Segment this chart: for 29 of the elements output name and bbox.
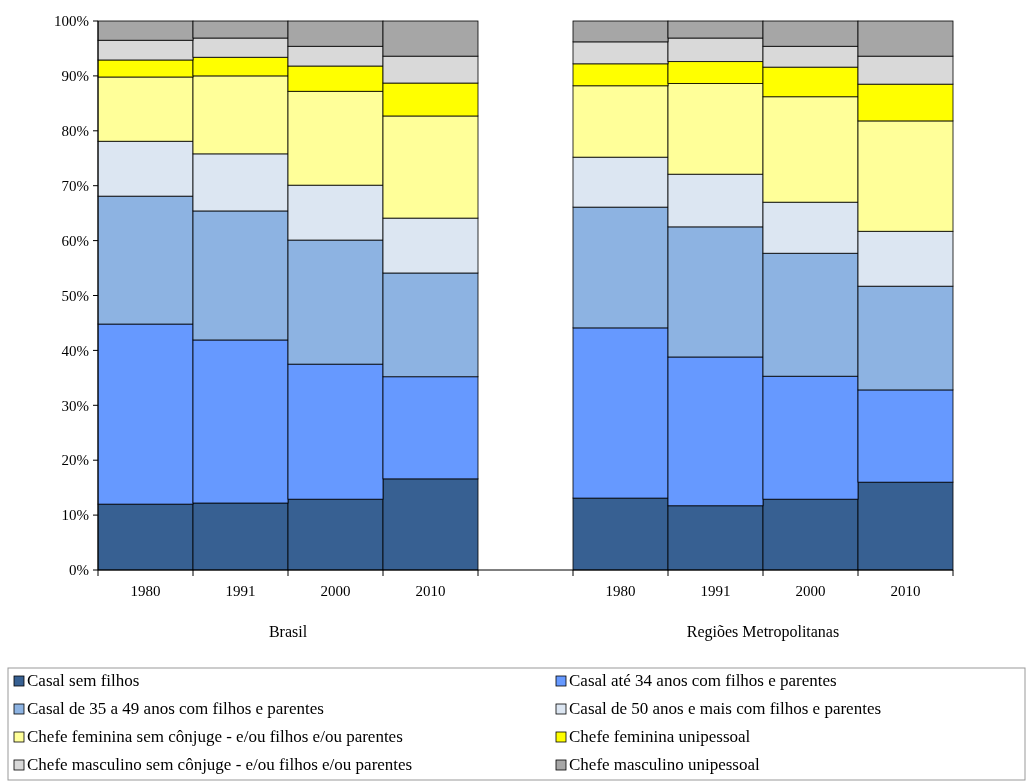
legend-label: Chefe masculino sem cônjuge - e/ou filhos e/ou parentes: [27, 755, 413, 774]
x-tick-label: 2010: [890, 583, 921, 599]
y-tick-label: 30%: [61, 397, 89, 414]
x-tick-label: 1991: [225, 583, 256, 599]
y-tick-label: 0%: [69, 562, 89, 579]
y-tick-label: 60%: [61, 232, 89, 249]
legend-label: Casal de 50 anos e mais com filhos e parentes: [569, 699, 882, 718]
y-tick-label: 50%: [61, 287, 89, 304]
text: Regiões Metropolitanas: [686, 623, 840, 641]
y-tick-label: 80%: [61, 123, 89, 140]
y-tick-label: 90%: [61, 68, 89, 85]
y-tick-label: 40%: [61, 342, 89, 359]
legend-label: Chefe feminina sem cônjuge - e/ou filhos e/ou parentes: [27, 727, 403, 746]
legend-label: Casal sem filhos: [27, 671, 140, 690]
text: Brasil: [268, 623, 308, 640]
x-tick-label: 2010: [415, 583, 446, 599]
x-tick-label: 1991: [700, 583, 731, 599]
x-tick-label: 2000: [795, 583, 826, 599]
x-tick-label: 1980: [130, 583, 161, 599]
legend-label: Casal até 34 anos com filhos e parentes: [569, 671, 837, 690]
legend-label: Casal de 35 a 49 anos com filhos e parentes: [27, 699, 324, 718]
y-tick-label: 20%: [61, 452, 89, 469]
y-tick-label: 100%: [54, 13, 89, 30]
y-tick-label: 10%: [61, 507, 89, 524]
legend-label: Chefe masculino unipessoal: [569, 755, 761, 774]
y-tick-label: 70%: [61, 177, 89, 194]
legend-label: Chefe feminina unipessoal: [569, 727, 751, 746]
x-tick-label: 2000: [320, 583, 351, 599]
x-tick-label: 1980: [605, 583, 636, 599]
